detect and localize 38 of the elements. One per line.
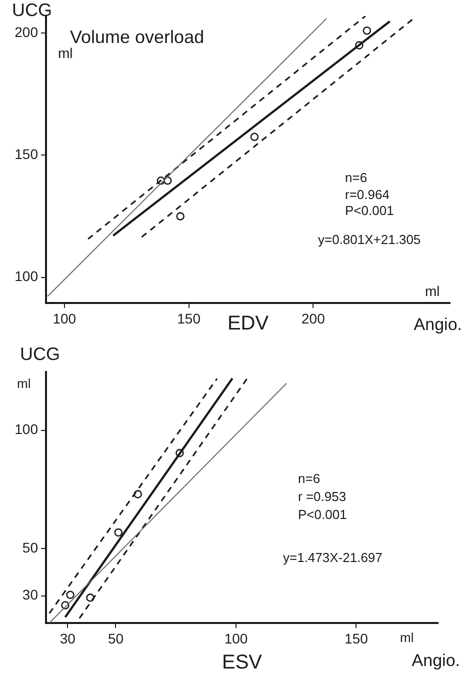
x-tick-label: 50: [108, 630, 124, 646]
annotation: ml: [58, 45, 73, 61]
x-tick-label: 100: [224, 630, 248, 646]
x-tick-label: 200: [302, 310, 326, 326]
text: ml: [17, 376, 31, 391]
y-tick-label: 50: [22, 539, 38, 556]
text: Angio.: [412, 651, 460, 670]
y-axis-title: UCG: [20, 344, 60, 364]
annotation: P<0.001: [345, 203, 394, 218]
x-tick-label: 150: [177, 310, 201, 326]
y-tick-label: 150: [14, 146, 38, 162]
y-tick-label: 100: [14, 421, 38, 438]
y-tick-label: 30: [22, 586, 38, 603]
x-tick-label: 150: [344, 630, 368, 646]
point: [176, 212, 184, 220]
annotation: ml: [425, 283, 440, 299]
x-tick-label: 30: [60, 630, 76, 646]
annotation: n=6: [345, 170, 368, 185]
y-tick-label: 200: [14, 24, 38, 40]
point: [114, 528, 123, 537]
x-axis-title: ESV: [222, 652, 263, 674]
text: Angio.: [414, 315, 462, 334]
text: Volume overload: [70, 27, 204, 47]
annotation: P<0.001: [298, 507, 347, 522]
annotation: r =0.953: [298, 489, 346, 504]
annotation: y=0.801X+21.305: [318, 232, 421, 247]
y-axis-title: UCG: [12, 0, 52, 20]
annotation: n=6: [298, 471, 320, 486]
annotation: r=0.964: [345, 187, 390, 202]
x-tick-label: 100: [52, 310, 76, 326]
point: [250, 132, 259, 142]
x-axis-title: EDV: [227, 312, 270, 335]
point: [362, 26, 372, 35]
point: [134, 490, 142, 498]
annotation: y=1.473X-21.697: [283, 550, 382, 565]
text: ml: [400, 630, 414, 645]
y-tick-label: 100: [14, 268, 38, 284]
point: [66, 590, 74, 600]
